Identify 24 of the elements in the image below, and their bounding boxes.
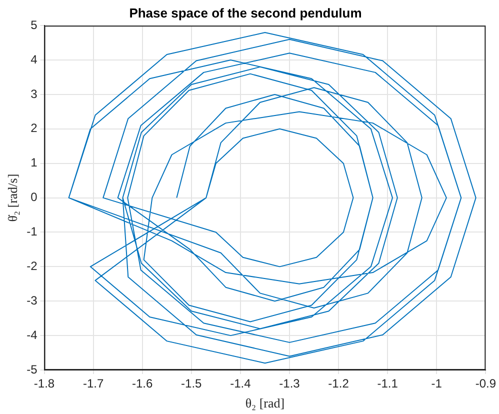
x-tick-label: -1.6 <box>132 376 154 391</box>
x-tick-label: -1.4 <box>230 376 252 391</box>
y-tick-label: -2 <box>26 258 38 273</box>
y-tick-label: 1 <box>30 156 38 170</box>
x-tick-label: -1.7 <box>82 376 104 391</box>
y-tick-label: 5 <box>30 18 38 32</box>
y-tick-label: 4 <box>30 52 38 66</box>
x-tick-label: -1.1 <box>377 376 398 391</box>
y-tick-label: -1 <box>26 224 38 239</box>
x-tick-label: -1.3 <box>279 376 300 391</box>
x-tick-label: -1.8 <box>34 376 55 391</box>
x-tick-label: -1.5 <box>181 376 202 391</box>
x-axis-title: θ₂ [rad] <box>245 396 285 411</box>
y-tick-label: 0 <box>30 190 38 204</box>
y-tick-label: 3 <box>30 86 38 101</box>
x-tick-label: -1.2 <box>328 376 350 391</box>
x-tick-label: -1 <box>431 376 442 391</box>
y-tick-label: -5 <box>26 362 38 376</box>
y-tick-label: -4 <box>26 328 38 342</box>
x-tick-label: -0.9 <box>475 376 496 391</box>
y-axis-title: θ̇₂ [rad/s] <box>5 174 20 222</box>
y-tick-label: -3 <box>26 293 38 308</box>
chart-title: Phase space of the second pendulum <box>129 5 362 20</box>
y-tick-label: 2 <box>30 121 38 136</box>
